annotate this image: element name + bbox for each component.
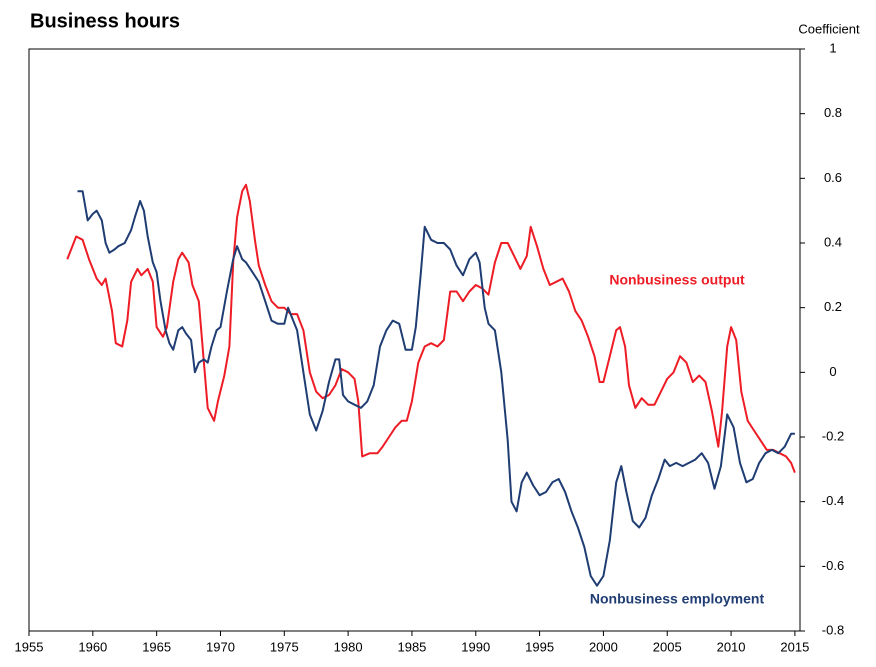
y-tick-label: 0.2 bbox=[824, 299, 842, 314]
x-tick-label: 1975 bbox=[270, 639, 299, 654]
series-label: Nonbusiness output bbox=[609, 272, 745, 288]
x-tick-label: 2010 bbox=[717, 639, 746, 654]
chart-title: Business hours bbox=[30, 10, 180, 32]
y-tick-label: 0.6 bbox=[824, 170, 842, 185]
x-tick-label: 1965 bbox=[142, 639, 171, 654]
y-tick-label: 0 bbox=[829, 364, 836, 379]
series-label: Nonbusiness employment bbox=[590, 591, 765, 607]
x-tick-label: 1980 bbox=[334, 639, 363, 654]
x-tick-label: 2000 bbox=[589, 639, 618, 654]
x-tick-label: 2005 bbox=[653, 639, 682, 654]
x-tick-label: 1995 bbox=[525, 639, 554, 654]
x-tick-label: 1960 bbox=[78, 639, 107, 654]
x-tick-label: 1955 bbox=[15, 639, 44, 654]
y-tick-label: 1 bbox=[829, 40, 836, 55]
y-tick-label: -0.8 bbox=[822, 622, 844, 637]
x-tick-label: 1990 bbox=[461, 639, 490, 654]
y-tick-label: -0.6 bbox=[822, 558, 844, 573]
x-tick-label: 2015 bbox=[780, 639, 809, 654]
series-line bbox=[66, 183, 796, 473]
y-tick-label: 0.8 bbox=[824, 105, 842, 120]
plot-frame bbox=[28, 48, 801, 632]
x-tick-label: 1985 bbox=[397, 639, 426, 654]
y-tick-label: -0.2 bbox=[822, 428, 844, 443]
series-line bbox=[77, 190, 795, 587]
y-axis-label: Coefficient bbox=[798, 21, 860, 36]
y-tick-label: -0.4 bbox=[822, 493, 844, 508]
x-tick-label: 1970 bbox=[206, 639, 235, 654]
y-tick-label: 0.4 bbox=[824, 234, 842, 249]
